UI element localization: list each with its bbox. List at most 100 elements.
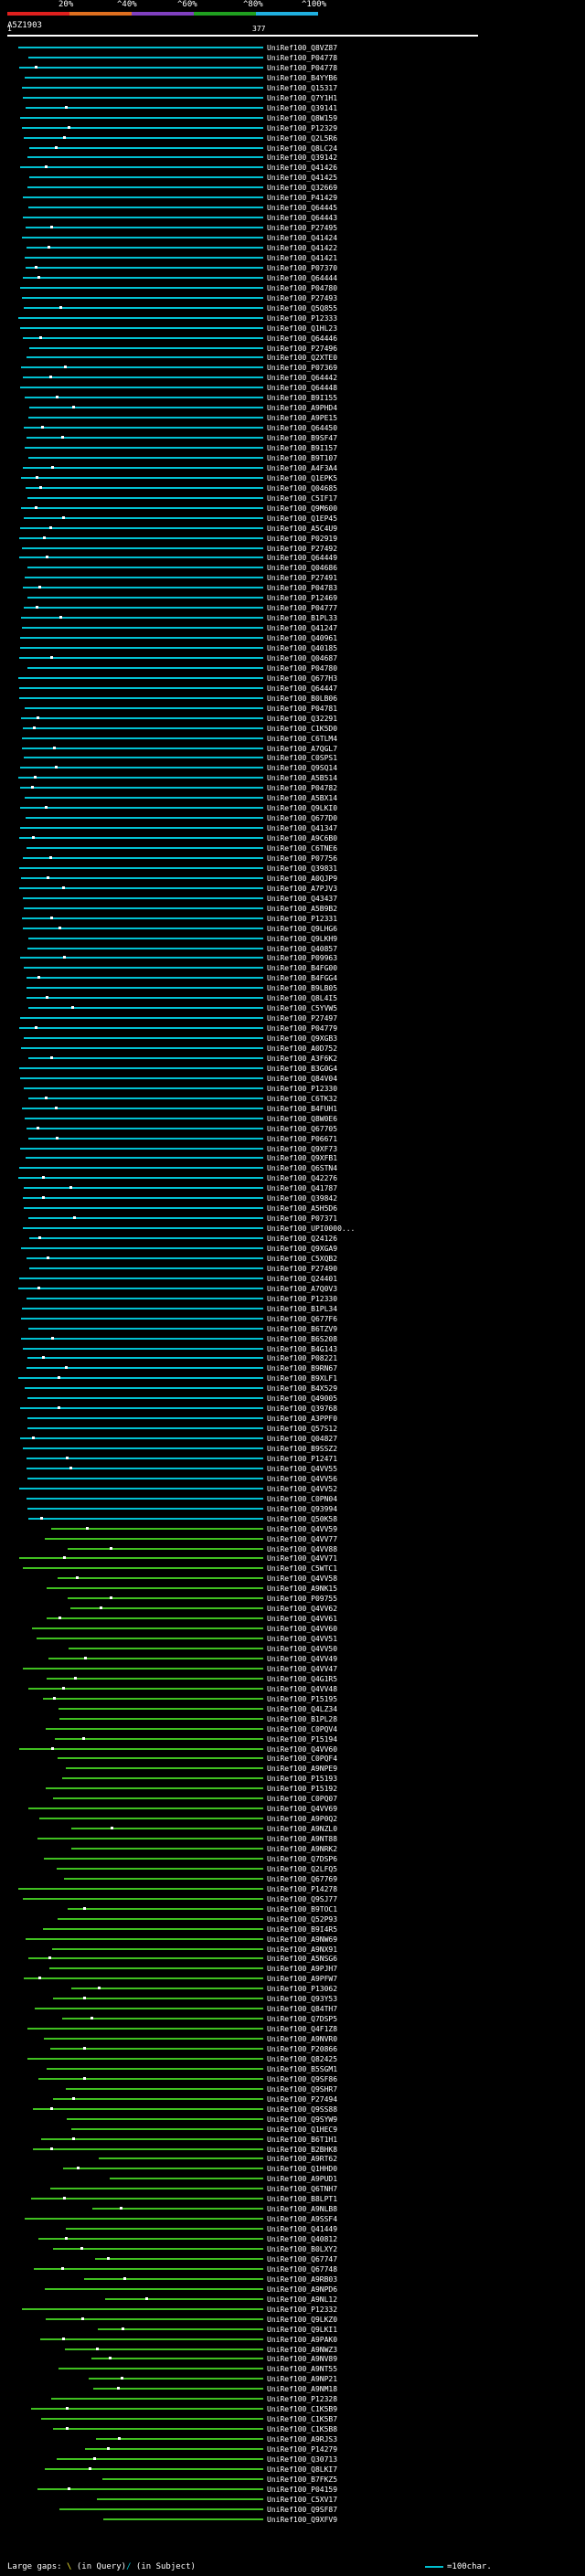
hit-line[interactable] bbox=[24, 136, 263, 139]
hit-line[interactable] bbox=[103, 2518, 263, 2520]
hit-line[interactable] bbox=[23, 376, 263, 379]
hit-line[interactable] bbox=[27, 1497, 263, 1500]
hit-line[interactable] bbox=[21, 1047, 263, 1049]
hit-line[interactable] bbox=[33, 2147, 263, 2150]
hit-label[interactable]: UniRef100_Q2L5R6 bbox=[267, 133, 338, 143]
hit-line[interactable] bbox=[27, 977, 263, 980]
hit-line[interactable] bbox=[19, 536, 263, 539]
hit-line[interactable] bbox=[44, 1857, 263, 1860]
hit-line[interactable] bbox=[58, 1757, 263, 1760]
hit-line[interactable] bbox=[25, 706, 263, 709]
hit-label[interactable]: UniRef100_Q1EP45 bbox=[267, 514, 338, 523]
hit-line[interactable] bbox=[24, 1087, 263, 1089]
hit-label[interactable]: UniRef100_A9RT62 bbox=[267, 2155, 338, 2164]
hit-line[interactable] bbox=[37, 2487, 263, 2490]
hit-line[interactable] bbox=[27, 1467, 263, 1469]
hit-line[interactable] bbox=[22, 296, 263, 299]
hit-label[interactable]: UniRef100_B9I4R5 bbox=[267, 1924, 338, 1934]
hit-label[interactable]: UniRef100_B9TOC1 bbox=[267, 1904, 338, 1913]
hit-label[interactable]: UniRef100_Q40857 bbox=[267, 944, 338, 953]
hit-line[interactable] bbox=[26, 266, 263, 269]
hit-label[interactable]: UniRef100_B0LXY2 bbox=[267, 2245, 338, 2253]
hit-line[interactable] bbox=[24, 967, 263, 970]
hit-label[interactable]: UniRef100_Q52P93 bbox=[267, 1914, 338, 1924]
hit-label[interactable]: UniRef100_B8LPT1 bbox=[267, 2195, 338, 2204]
hit-line[interactable] bbox=[20, 767, 263, 769]
hit-label[interactable]: UniRef100_Q64448 bbox=[267, 384, 338, 393]
hit-label[interactable]: UniRef100_Q1EPK5 bbox=[267, 473, 338, 482]
hit-line[interactable] bbox=[23, 896, 263, 899]
hit-label[interactable]: UniRef100_A9NP21 bbox=[267, 2375, 338, 2384]
hit-label[interactable]: UniRef100_Q1HEC9 bbox=[267, 2125, 338, 2134]
hit-line[interactable] bbox=[19, 557, 263, 559]
hit-label[interactable]: UniRef100_A9PJH7 bbox=[267, 1965, 338, 1974]
hit-label[interactable]: UniRef100_B9SF47 bbox=[267, 434, 338, 443]
hit-label[interactable]: UniRef100_Q7DSP6 bbox=[267, 1854, 338, 1863]
hit-label[interactable]: UniRef100_A9NK15 bbox=[267, 1585, 338, 1594]
hit-line[interactable] bbox=[47, 1677, 263, 1680]
hit-line[interactable] bbox=[27, 496, 263, 499]
hit-label[interactable]: UniRef100_P07370 bbox=[267, 263, 338, 272]
hit-line[interactable] bbox=[22, 737, 263, 739]
hit-line[interactable] bbox=[102, 2477, 263, 2480]
hit-label[interactable]: UniRef100_Q4VV50 bbox=[267, 1645, 338, 1653]
hit-line[interactable] bbox=[25, 797, 263, 800]
hit-line[interactable] bbox=[27, 666, 263, 669]
hit-label[interactable]: UniRef100_Q40812 bbox=[267, 2235, 338, 2244]
hit-label[interactable]: UniRef100_B4G143 bbox=[267, 1344, 338, 1353]
hit-line[interactable] bbox=[19, 66, 263, 69]
hit-line[interactable] bbox=[53, 2248, 263, 2250]
hit-label[interactable]: UniRef100_Q41424 bbox=[267, 234, 338, 243]
hit-line[interactable] bbox=[64, 1877, 263, 1880]
hit-line[interactable] bbox=[45, 1537, 263, 1540]
hit-label[interactable]: UniRef100_Q67769 bbox=[267, 1874, 338, 1883]
hit-label[interactable]: UniRef100_Q30713 bbox=[267, 2454, 338, 2464]
hit-label[interactable]: UniRef100_Q9XFV9 bbox=[267, 2515, 338, 2524]
hit-line[interactable] bbox=[34, 2267, 263, 2270]
hit-label[interactable]: UniRef100_Q4VV61 bbox=[267, 1615, 338, 1624]
hit-label[interactable]: UniRef100_Q4VV49 bbox=[267, 1654, 338, 1663]
hit-label[interactable]: UniRef100_Q04686 bbox=[267, 564, 338, 573]
hit-line[interactable] bbox=[22, 2307, 263, 2310]
hit-line[interactable] bbox=[24, 906, 263, 909]
hit-label[interactable]: UniRef100_P20866 bbox=[267, 2045, 338, 2053]
hit-line[interactable] bbox=[27, 987, 263, 990]
hit-label[interactable]: UniRef100_A9PUD1 bbox=[267, 2175, 338, 2184]
hit-line[interactable] bbox=[27, 437, 263, 440]
hit-line[interactable] bbox=[23, 927, 263, 929]
hit-line[interactable] bbox=[53, 2428, 263, 2431]
hit-line[interactable] bbox=[22, 627, 263, 630]
hit-line[interactable] bbox=[24, 757, 263, 759]
hit-line[interactable] bbox=[22, 546, 263, 549]
hit-label[interactable]: UniRef100_A9NPD6 bbox=[267, 2284, 338, 2294]
hit-line[interactable] bbox=[27, 1297, 263, 1299]
hit-label[interactable]: UniRef100_B6TZV9 bbox=[267, 1324, 338, 1333]
hit-line[interactable] bbox=[24, 1037, 263, 1040]
hit-label[interactable]: UniRef100_A9P0Q2 bbox=[267, 1815, 338, 1824]
hit-label[interactable]: UniRef100_P02919 bbox=[267, 534, 338, 543]
hit-line[interactable] bbox=[53, 1998, 263, 2000]
hit-line[interactable] bbox=[25, 447, 263, 449]
hit-line[interactable] bbox=[38, 2077, 263, 2080]
hit-line[interactable] bbox=[20, 387, 263, 389]
hit-line[interactable] bbox=[24, 516, 263, 519]
hit-line[interactable] bbox=[105, 2297, 263, 2300]
hit-line[interactable] bbox=[19, 886, 263, 889]
hit-line[interactable] bbox=[22, 237, 263, 239]
hit-line[interactable] bbox=[27, 1127, 263, 1129]
hit-label[interactable]: UniRef100_A5B9B2 bbox=[267, 904, 338, 913]
hit-line[interactable] bbox=[20, 1147, 263, 1150]
hit-line[interactable] bbox=[27, 2028, 263, 2030]
hit-label[interactable]: UniRef100_Q8LC24 bbox=[267, 143, 338, 153]
hit-label[interactable]: UniRef100_A9NX91 bbox=[267, 1945, 338, 1954]
hit-line[interactable] bbox=[93, 2388, 263, 2390]
hit-line[interactable] bbox=[25, 1387, 263, 1390]
hit-label[interactable]: UniRef100_Q67705 bbox=[267, 1124, 338, 1133]
hit-line[interactable] bbox=[24, 306, 263, 309]
hit-label[interactable]: UniRef100_B4FGG4 bbox=[267, 974, 338, 983]
hit-label[interactable]: UniRef100_Q4VV52 bbox=[267, 1484, 338, 1493]
hit-line[interactable] bbox=[23, 856, 263, 859]
hit-label[interactable]: UniRef100_C6TNE6 bbox=[267, 844, 338, 853]
hit-label[interactable]: UniRef100_P27495 bbox=[267, 224, 338, 233]
hit-line[interactable] bbox=[40, 2337, 263, 2340]
